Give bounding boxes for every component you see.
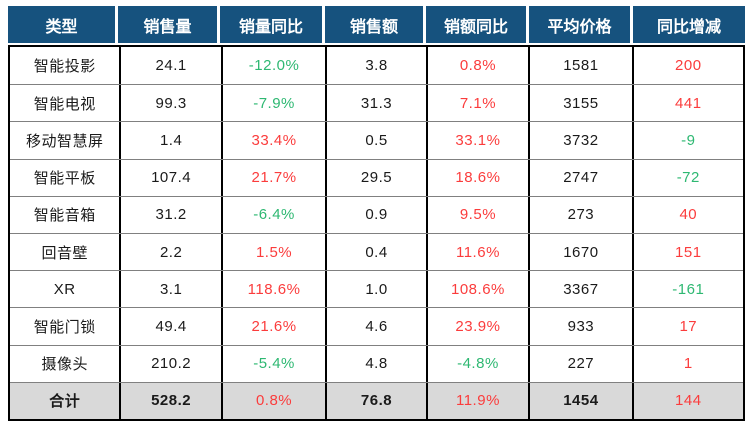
- cell-avg_price: 273: [528, 196, 631, 233]
- cell-sales_volume: 24.1: [119, 47, 220, 85]
- cell-volume_yoy: -7.9%: [220, 85, 325, 122]
- cell-sales_amount: 4.6: [325, 308, 425, 345]
- table-row: 摄像头 210.2 -5.4% 4.8 -4.8% 227 1: [10, 344, 743, 382]
- cell-avg_price: 3732: [528, 122, 631, 159]
- cell-amount_yoy: 9.5%: [425, 196, 528, 233]
- cell-sales_amount: 4.8: [325, 345, 425, 382]
- cell-type: 智能音箱: [33, 207, 96, 225]
- cell-type: XR: [53, 280, 76, 298]
- cell-volume_yoy: -6.4%: [220, 196, 325, 233]
- table-row: 智能音箱 31.2 -6.4% 0.9 9.5% 273 40: [10, 195, 743, 233]
- cell-volume_yoy: 21.6%: [220, 308, 325, 345]
- cell-yoy_change: 17: [631, 308, 743, 345]
- header-cell-sales_volume: 销售量: [118, 6, 220, 43]
- cell-yoy_change: 40: [631, 196, 743, 233]
- cell-sales_amount: 0.9: [325, 196, 425, 233]
- cell-amount_yoy: 18.6%: [425, 159, 528, 196]
- sales-table: 类型 销售量 销量同比 销售额 销额同比 平均价格 同比增减 智能投影 24.1 -12.0% 3…: [8, 6, 745, 421]
- header-cell-amount_yoy: 销额同比: [426, 6, 529, 43]
- cell-sales_volume: 210.2: [119, 345, 220, 382]
- header-cell-sales_amount: 销售额: [325, 6, 426, 43]
- total-row: 合计 528.2 0.8% 76.8 11.9% 1454 144: [10, 381, 743, 419]
- cell-sales_amount: 0.4: [325, 233, 425, 271]
- cell-type: 移动智慧屏: [25, 132, 104, 150]
- cell-sales_amount: 0.5: [325, 122, 425, 159]
- cell-volume_yoy: -5.4%: [220, 345, 325, 382]
- cell-sales_amount: 3.8: [325, 47, 425, 85]
- total-cell-yoy_change: 144: [631, 382, 743, 419]
- cell-type: 智能电视: [33, 95, 96, 113]
- cell-avg_price: 3155: [528, 85, 631, 122]
- cell-volume_yoy: 118.6%: [220, 271, 325, 308]
- cell-avg_price: 3367: [528, 271, 631, 308]
- total-cell-sales_volume: 528.2: [119, 382, 220, 419]
- cell-yoy_change: 200: [631, 47, 743, 85]
- cell-yoy_change: 151: [631, 233, 743, 271]
- cell-sales_volume: 31.2: [119, 196, 220, 233]
- header-cell-yoy_change: 同比增减: [633, 6, 745, 43]
- cell-type: 智能门锁: [33, 318, 96, 336]
- cell-volume_yoy: 21.7%: [220, 159, 325, 196]
- table-row: XR 3.1 118.6% 1.0 108.6% 3367 -161: [10, 270, 743, 308]
- table-header-row: 类型 销售量 销量同比 销售额 销额同比 平均价格 同比增减: [8, 6, 745, 43]
- cell-sales_amount: 29.5: [325, 159, 425, 196]
- total-cell-avg_price: 1454: [528, 382, 631, 419]
- table-row: 智能平板 107.4 21.7% 29.5 18.6% 2747 -72: [10, 158, 743, 196]
- table-row: 回音壁 2.2 1.5% 0.4 11.6% 1670 151: [10, 232, 743, 271]
- table-row: 智能门锁 49.4 21.6% 4.6 23.9% 933 17: [10, 307, 743, 345]
- cell-sales_volume: 3.1: [119, 271, 220, 308]
- cell-type: 智能平板: [33, 170, 96, 188]
- cell-amount_yoy: 11.6%: [425, 233, 528, 271]
- cell-volume_yoy: 33.4%: [220, 122, 325, 159]
- total-cell-type: 合计: [49, 393, 81, 411]
- cell-yoy_change: 441: [631, 85, 743, 122]
- cell-sales_volume: 1.4: [119, 122, 220, 159]
- total-cell-volume_yoy: 0.8%: [220, 382, 325, 419]
- cell-yoy_change: -161: [631, 271, 743, 308]
- cell-avg_price: 227: [528, 345, 631, 382]
- cell-sales_volume: 99.3: [119, 85, 220, 122]
- cell-sales_amount: 1.0: [325, 271, 425, 308]
- cell-amount_yoy: -4.8%: [425, 345, 528, 382]
- cell-sales_volume: 49.4: [119, 308, 220, 345]
- cell-volume_yoy: 1.5%: [220, 233, 325, 271]
- table-row: 移动智慧屏 1.4 33.4% 0.5 33.1% 3732 -9: [10, 121, 743, 159]
- cell-sales_volume: 2.2: [119, 233, 220, 271]
- cell-amount_yoy: 23.9%: [425, 308, 528, 345]
- cell-amount_yoy: 0.8%: [425, 47, 528, 85]
- cell-type: 回音壁: [41, 244, 88, 262]
- cell-yoy_change: 1: [631, 345, 743, 382]
- header-cell-avg_price: 平均价格: [529, 6, 633, 43]
- cell-avg_price: 2747: [528, 159, 631, 196]
- header-cell-type: 类型: [8, 6, 118, 43]
- table-body: 智能投影 24.1 -12.0% 3.8 0.8% 1581 200 智能电视 99.3 -7.9…: [8, 45, 745, 421]
- total-cell-sales_amount: 76.8: [325, 382, 425, 419]
- cell-avg_price: 933: [528, 308, 631, 345]
- table-row: 智能投影 24.1 -12.0% 3.8 0.8% 1581 200: [10, 47, 743, 85]
- header-cell-volume_yoy: 销量同比: [220, 6, 325, 43]
- table-row: 智能电视 99.3 -7.9% 31.3 7.1% 3155 441: [10, 84, 743, 122]
- cell-yoy_change: -72: [631, 159, 743, 196]
- cell-amount_yoy: 7.1%: [425, 85, 528, 122]
- cell-avg_price: 1581: [528, 47, 631, 85]
- total-cell-amount_yoy: 11.9%: [425, 382, 528, 419]
- cell-avg_price: 1670: [528, 233, 631, 271]
- cell-sales_volume: 107.4: [119, 159, 220, 196]
- cell-yoy_change: -9: [631, 122, 743, 159]
- cell-volume_yoy: -12.0%: [220, 47, 325, 85]
- cell-type: 摄像头: [41, 356, 88, 374]
- cell-sales_amount: 31.3: [325, 85, 425, 122]
- cell-type: 智能投影: [33, 58, 96, 76]
- cell-amount_yoy: 108.6%: [425, 271, 528, 308]
- cell-amount_yoy: 33.1%: [425, 122, 528, 159]
